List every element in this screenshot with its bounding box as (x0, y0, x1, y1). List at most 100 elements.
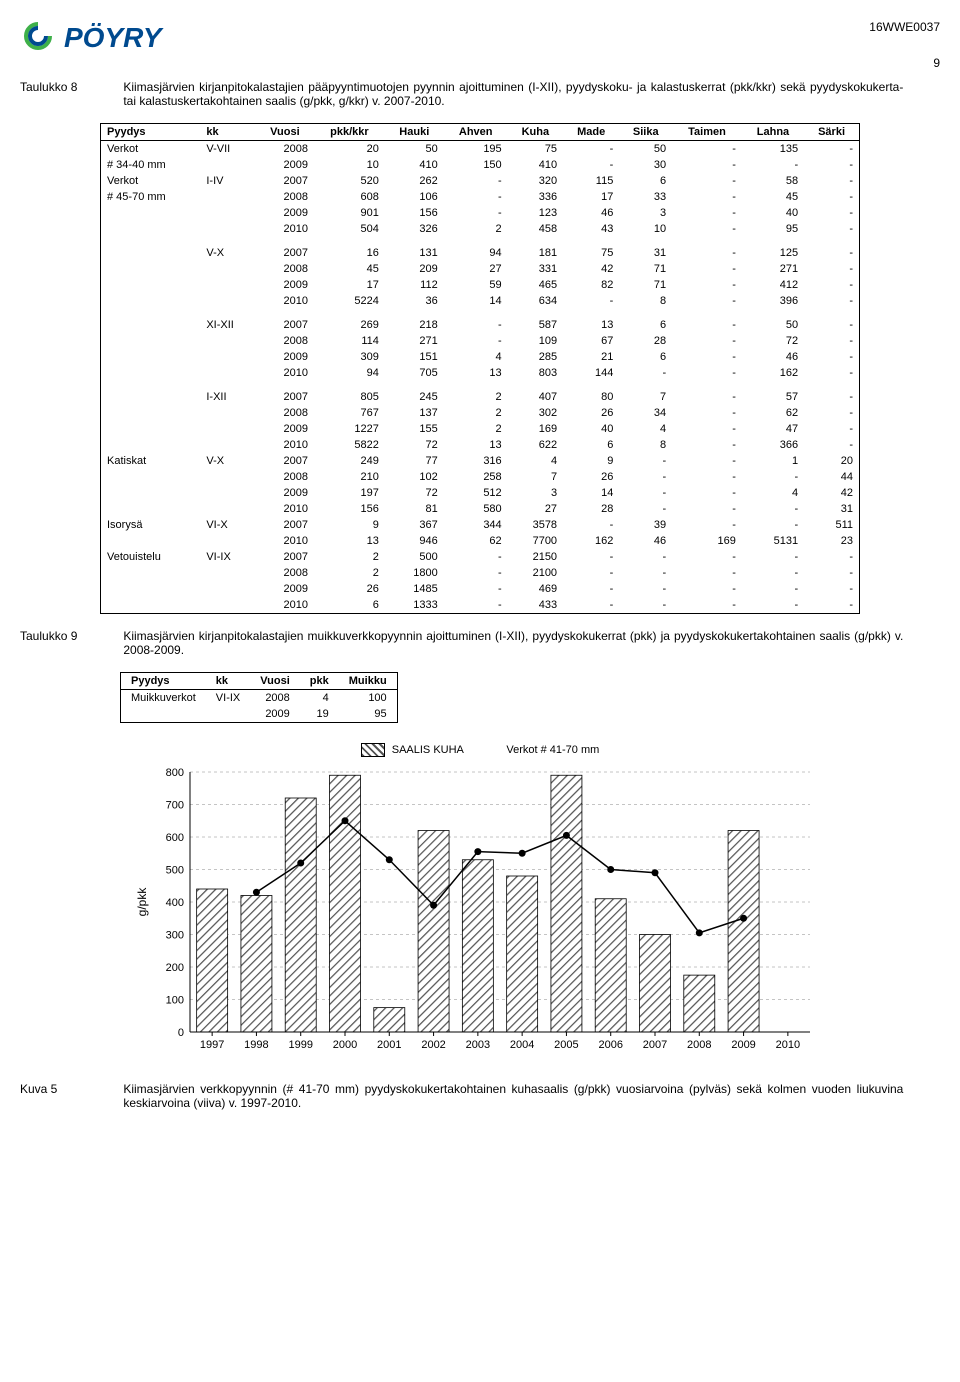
table-row: 2008114271-1096728-72- (101, 333, 860, 349)
table-cell: Isorysä (101, 517, 201, 533)
table-cell (200, 157, 255, 173)
table-cell: 2 (444, 221, 508, 237)
svg-text:g/pkk: g/pkk (135, 887, 149, 917)
table-row: 200845209273314271-271- (101, 261, 860, 277)
table-cell: 6 (563, 437, 619, 453)
table-cell (101, 237, 201, 261)
table-cell (101, 581, 201, 597)
table-cell: 10 (619, 221, 672, 237)
table-cell: Katiskat (101, 453, 201, 469)
table-cell: 271 (385, 333, 444, 349)
table-cell: - (672, 517, 742, 533)
table-cell: 13 (444, 365, 508, 381)
table-cell: 42 (804, 485, 859, 501)
table-cell: 1800 (385, 565, 444, 581)
table-cell (101, 421, 201, 437)
table-cell: 162 (563, 533, 619, 549)
logo-text: PÖYRY (64, 22, 162, 54)
table-cell (206, 706, 250, 723)
table-cell (200, 365, 255, 381)
table-cell: 2010 (256, 437, 314, 453)
table-cell: 210 (314, 469, 385, 485)
table-cell: 2007 (256, 309, 314, 333)
table-cell (200, 437, 255, 453)
table8: PyydyskkVuosipkk/kkrHaukiAhvenKuhaMadeSi… (100, 123, 860, 614)
table-cell: 20 (314, 141, 385, 158)
table-cell (101, 349, 201, 365)
svg-text:2004: 2004 (510, 1039, 534, 1051)
table-cell: 72 (742, 333, 804, 349)
table-cell: 151 (385, 349, 444, 365)
svg-text:500: 500 (166, 865, 184, 877)
table-cell: 767 (314, 405, 385, 421)
table-cell: 520 (314, 173, 385, 189)
svg-text:700: 700 (166, 800, 184, 812)
table-cell: - (563, 293, 619, 309)
table-cell (200, 581, 255, 597)
table-cell: 218 (385, 309, 444, 333)
svg-text:2002: 2002 (421, 1039, 445, 1051)
table8-header: Ahven (444, 124, 508, 141)
table-cell: - (804, 141, 859, 158)
table-cell: - (804, 405, 859, 421)
table-cell: - (563, 597, 619, 614)
table-cell: 7 (619, 381, 672, 405)
table-cell: 331 (508, 261, 563, 277)
svg-text:2005: 2005 (554, 1039, 578, 1051)
table-cell: 469 (508, 581, 563, 597)
table-cell: - (672, 549, 742, 565)
table-cell (200, 221, 255, 237)
table-cell (101, 597, 201, 614)
table-cell: 504 (314, 221, 385, 237)
table-cell: 269 (314, 309, 385, 333)
table-cell (200, 485, 255, 501)
table-cell: 407 (508, 381, 563, 405)
table-cell: 2009 (256, 581, 314, 597)
table-row: 2009261485-469----- (101, 581, 860, 597)
table-cell (200, 405, 255, 421)
table-cell: - (672, 189, 742, 205)
table-cell: - (672, 405, 742, 421)
table-cell: 7 (508, 469, 563, 485)
table-cell: 2007 (256, 237, 314, 261)
svg-text:1999: 1999 (288, 1039, 312, 1051)
table-cell: 9 (563, 453, 619, 469)
table-cell: 75 (563, 237, 619, 261)
table-cell: 803 (508, 365, 563, 381)
table-cell: 4 (742, 485, 804, 501)
table-cell: - (672, 157, 742, 173)
table-row: 200821800-2100----- (101, 565, 860, 581)
table-cell: 27 (444, 261, 508, 277)
table-cell: 95 (339, 706, 397, 723)
table-cell: - (619, 501, 672, 517)
table9-header: Pyydys (121, 673, 206, 690)
table-cell: - (672, 485, 742, 501)
table-cell: - (742, 565, 804, 581)
table-row: VetouisteluVI-IX20072500-2150----- (101, 549, 860, 565)
table-cell: 2010 (256, 293, 314, 309)
table-cell: 50 (385, 141, 444, 158)
table-cell: 150 (444, 157, 508, 173)
table-cell: 3 (508, 485, 563, 501)
table-cell: 44 (804, 469, 859, 485)
table-cell: 197 (314, 485, 385, 501)
table-cell: Vetouistelu (101, 549, 201, 565)
table-cell: - (672, 205, 742, 221)
table-cell (101, 261, 201, 277)
table-cell: - (672, 597, 742, 614)
table-cell: - (672, 501, 742, 517)
table8-header: Taimen (672, 124, 742, 141)
table-cell: - (742, 581, 804, 597)
table-cell: - (444, 309, 508, 333)
table-cell: 71 (619, 277, 672, 293)
table-cell: - (742, 501, 804, 517)
table-cell: XI-XII (200, 309, 255, 333)
table9: PyydyskkVuosipkkMuikku MuikkuverkotVI-IX… (120, 672, 398, 723)
table-cell: 77 (385, 453, 444, 469)
table-cell (200, 277, 255, 293)
table-row: 201050432624584310-95- (101, 221, 860, 237)
table-cell: V-X (200, 237, 255, 261)
table-cell: 1227 (314, 421, 385, 437)
table-cell (200, 293, 255, 309)
table-cell: 39 (619, 517, 672, 533)
